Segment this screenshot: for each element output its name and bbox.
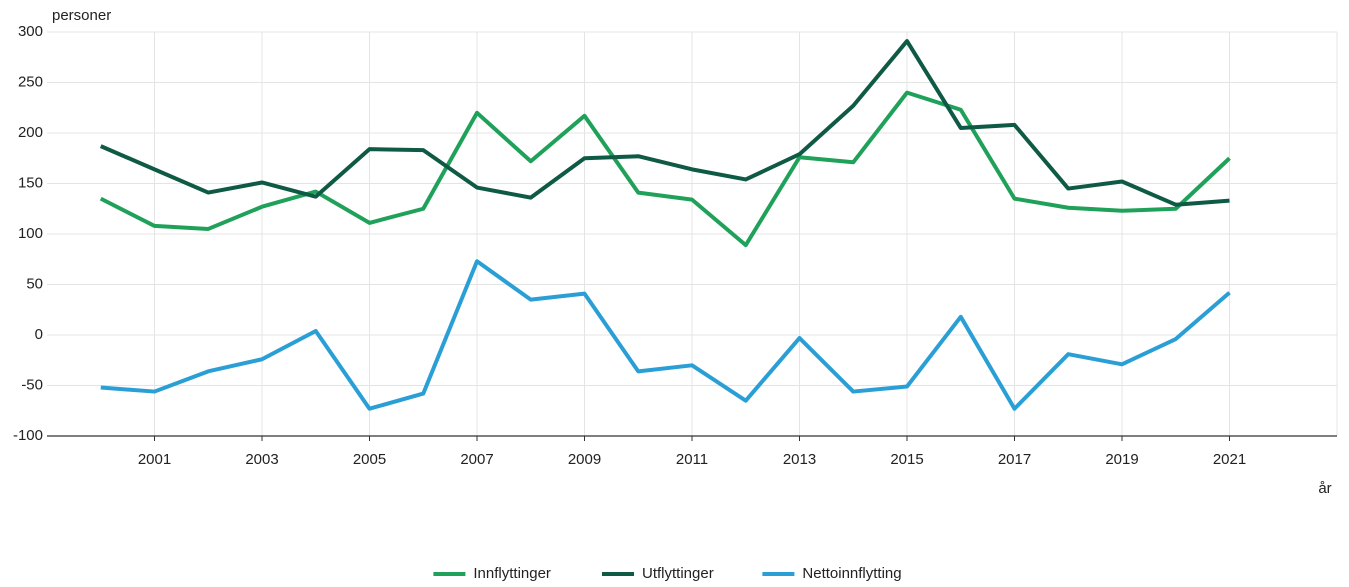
x-tick-label: 2013: [783, 451, 816, 468]
x-tick-label: 2003: [245, 451, 278, 468]
series-line: [100, 259, 1231, 411]
x-tick-label: 2017: [998, 451, 1031, 468]
y-tick-label: 100: [18, 225, 43, 242]
x-tick-label: 2015: [890, 451, 923, 468]
y-tick-label: 200: [18, 124, 43, 141]
x-tick-label: 2011: [676, 451, 708, 468]
y-tick-label: 150: [18, 174, 43, 191]
series-line: [99, 90, 1231, 248]
legend-label: Utflyttinger: [642, 565, 714, 582]
y-tick-label: 0: [35, 326, 43, 343]
x-tick-label: 2007: [460, 451, 493, 468]
y-tick-label: 250: [18, 73, 43, 90]
y-tick-label: -50: [21, 376, 43, 393]
y-tick-label: -100: [13, 427, 43, 444]
series-line: [99, 39, 1230, 207]
x-tick-label: 2005: [353, 451, 386, 468]
y-axis-label: personer: [52, 7, 111, 24]
x-tick-label: 2009: [568, 451, 601, 468]
y-tick-label: 50: [26, 275, 43, 292]
y-tick-label: 300: [18, 23, 43, 40]
x-tick-label: 2001: [138, 451, 171, 468]
legend-label: Innflyttinger: [473, 565, 551, 582]
x-tick-label: 2019: [1105, 451, 1138, 468]
x-axis-label: år: [1318, 480, 1331, 497]
legend-label: Nettoinnflytting: [802, 565, 901, 582]
x-tick-label: 2021: [1213, 451, 1246, 468]
